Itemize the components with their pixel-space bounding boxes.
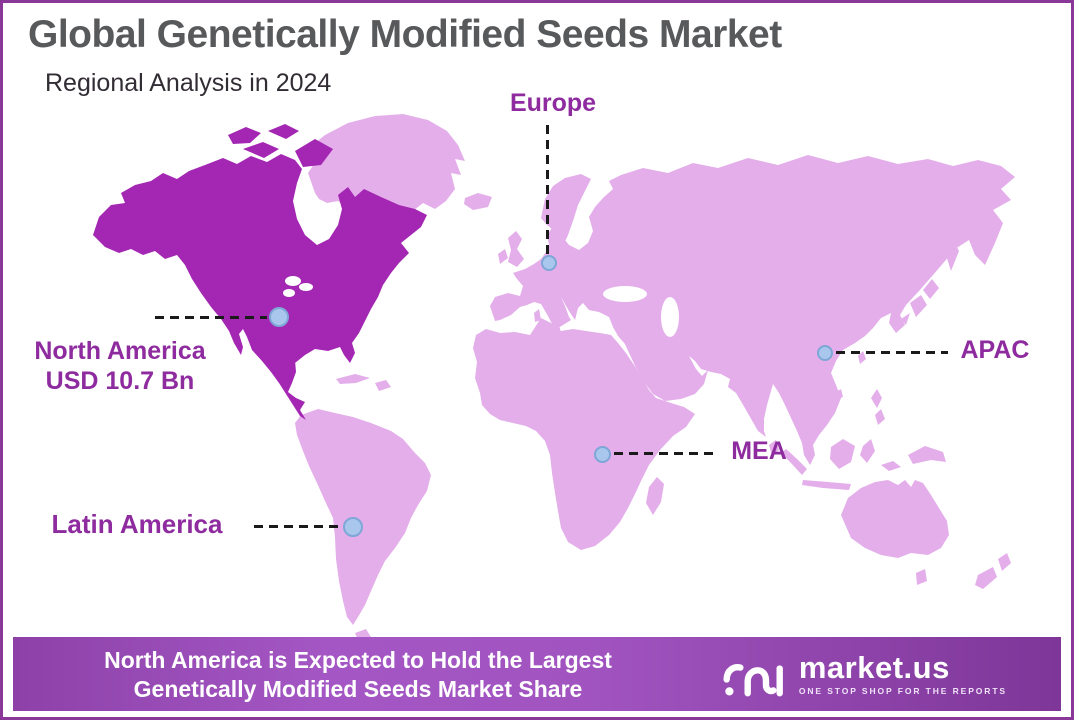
region-madagascar [646,477,664,515]
brand-tagline: ONE STOP SHOP FOR THE REPORTS [798,685,1007,696]
footer-headline-line1: North America is Expected to Hold the La… [104,647,612,673]
great-lakes [299,283,313,291]
region-north-america-arctic-islands [228,124,333,167]
north-america-label-text: North America [34,337,206,365]
region-greenland [308,114,465,213]
region-australia [841,480,949,558]
region-new-zealand [975,553,1011,589]
page-title: Global Genetically Modified Seeds Market [28,13,782,56]
apac-label: APAC [960,336,1030,364]
market-us-logo-icon [723,664,783,697]
mea-marker [594,446,611,463]
brand-name: market.us [798,649,950,685]
latin-america-leader-line [254,525,346,528]
footer-headline: North America is Expected to Hold the La… [13,646,703,704]
region-scandinavia [541,174,591,246]
mea-label: MEA [731,437,787,465]
north-america-value: USD 10.7 Bn [45,367,195,395]
region-south-america [295,409,431,625]
black-sea [603,286,647,302]
great-lakes [283,289,295,297]
region-new-guinea [908,446,946,464]
north-america-label: North America USD 10.7 Bn [15,336,225,396]
latin-america-marker [343,517,363,537]
europe-leader-line [546,125,549,257]
region-eurasia [490,155,1015,465]
north-america-marker [269,307,289,327]
mea-leader-line [614,452,716,455]
region-africa [473,318,695,550]
apac-marker [817,345,833,361]
region-tasmania [916,569,927,585]
world-map [93,114,1015,642]
brand-block: market.us ONE STOP SHOP FOR THE REPORTS [723,650,1007,698]
apac-leader-line [836,351,948,354]
north-america-leader-line [155,316,267,319]
europe-label: Europe [509,89,597,117]
europe-marker [541,255,557,271]
footer-headline-line2: Genetically Modified Seeds Market Share [133,676,583,702]
footer-banner: North America is Expected to Hold the La… [13,637,1061,711]
caspian-sea [661,297,679,337]
brand-text: market.us ONE STOP SHOP FOR THE REPORTS [798,649,1007,696]
region-north-america [93,154,427,420]
latin-america-label: Latin America [51,509,223,539]
page-subtitle: Regional Analysis in 2024 [45,69,332,97]
great-lakes [285,276,301,286]
